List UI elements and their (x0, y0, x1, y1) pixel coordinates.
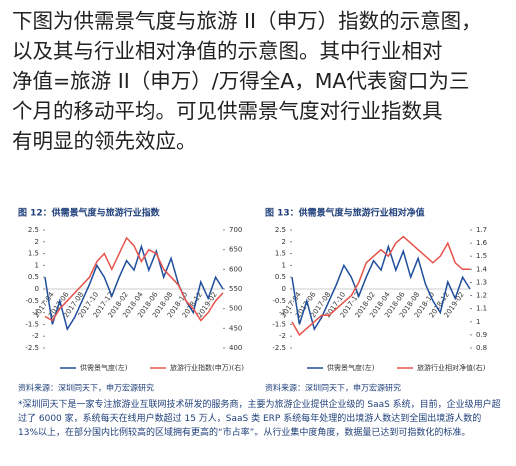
y-tick-label: 1.5 (28, 250, 39, 258)
legend-label: 供需景气度(左) (327, 363, 375, 372)
y2-tick-label: 1.3 (476, 278, 487, 286)
y-tick-label: 1 (35, 261, 39, 269)
y-tick-label: 2 (35, 238, 39, 246)
y-tick-label: -2 (279, 332, 286, 340)
y2-tick-label: 1 (476, 318, 480, 326)
y-tick-label: 0 (35, 285, 39, 293)
y2-tick-label: 1.7 (476, 226, 487, 234)
y2-tick-label: 1.4 (476, 265, 488, 273)
text-line: 下图为供需景气度与旅游 II（申万）指数的示意图， (12, 9, 482, 33)
y-tick-label: -1 (279, 309, 286, 317)
legend-label: 供需景气度(左) (80, 363, 128, 372)
series-line (291, 243, 471, 331)
y-tick-label: -1 (32, 309, 39, 317)
y-tick-label: -1.5 (25, 320, 39, 328)
y-tick-label: -2.5 (25, 344, 39, 352)
footnote: *深圳同天下是一家专注旅游业互联网技术研发的服务商，主要为旅游企业提供企业级的 … (18, 400, 501, 438)
y-tick-label: -0.5 (25, 297, 39, 305)
text-line: 以及其与行业相对净值的示意图。其中行业相对 (12, 39, 443, 63)
y-tick-label: 1.5 (275, 250, 286, 258)
y-tick-label: 2.5 (275, 226, 286, 234)
chart-title: 图 12：供需景气度与旅游行业指数 (18, 207, 161, 219)
legend-label: 旅游行业相对净值(右) (417, 363, 486, 372)
y2-tick-label: 1.5 (476, 252, 487, 260)
y-tick-label: -1.5 (272, 320, 286, 328)
y-tick-label: 0.5 (28, 273, 39, 281)
y2-tick-label: 1.6 (476, 239, 488, 247)
source: 资料来源：深圳同天下，申万宏源研究 (18, 383, 154, 393)
y2-tick-label: 0.8 (476, 344, 487, 352)
series-line (44, 236, 224, 322)
y2-tick-label: 650 (229, 246, 242, 254)
series-line (291, 235, 470, 337)
y2-tick-label: 450 (229, 324, 242, 332)
y2-tick-label: 1.2 (476, 292, 487, 300)
y-tick-label: 0.5 (275, 273, 286, 281)
y2-tick-label: 400 (229, 344, 242, 352)
y-tick-label: -2 (32, 332, 39, 340)
y-tick-label: 1 (282, 261, 286, 269)
y2-tick-label: 700 (229, 226, 242, 234)
y-tick-label: -0.5 (272, 297, 286, 305)
y2-tick-label: 600 (229, 265, 242, 273)
chart-title: 图 13：供需景气度与旅游行业相对净值 (265, 207, 425, 219)
y-tick-label: 2 (282, 238, 286, 246)
text-line: 有明显的领先效应。 (12, 129, 197, 153)
y2-tick-label: 550 (229, 285, 242, 293)
y2-tick-label: 500 (229, 305, 242, 313)
y-tick-label: 0 (282, 285, 286, 293)
paragraph: 下图为供需景气度与旅游 II（申万）指数的示意图， 以及其与行业相对净值的示意图… (12, 6, 512, 156)
legend-label: 旅游行业指数(申万)(右) (170, 363, 244, 372)
text-line: 净值=旅游 II（申万）/万得全A，MA代表窗口为三 (12, 69, 470, 93)
y2-tick-label: 0.9 (476, 331, 487, 339)
y2-tick-label: 1.1 (476, 305, 487, 313)
y-tick-label: 2.5 (28, 226, 39, 234)
charts: 图 12：供需景气度与旅游行业指数 -2.5 -2 -1.5 -1 -0.5 0 0.5 1 1.… (18, 207, 488, 393)
text-line: 个月的移动平均。可见供需景气度对行业指数具 (12, 99, 443, 123)
series-line (44, 243, 224, 331)
y-tick-label: -2.5 (272, 344, 286, 352)
source: 资料来源：深圳同天下，申万宏源研究 (265, 383, 401, 393)
